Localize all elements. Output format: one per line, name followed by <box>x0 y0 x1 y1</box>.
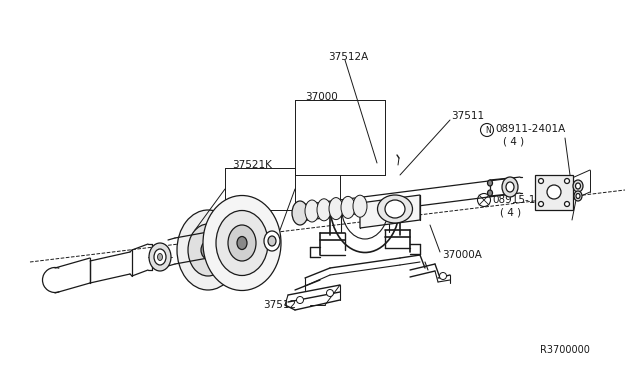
Ellipse shape <box>564 179 570 183</box>
Ellipse shape <box>317 199 331 221</box>
Ellipse shape <box>488 180 493 186</box>
Text: 37521K: 37521K <box>232 160 272 170</box>
Ellipse shape <box>305 200 319 222</box>
Text: ( 4 ): ( 4 ) <box>500 207 521 217</box>
Ellipse shape <box>488 190 493 196</box>
Ellipse shape <box>292 201 308 225</box>
Ellipse shape <box>353 195 367 217</box>
Ellipse shape <box>268 236 276 246</box>
Text: 37512: 37512 <box>263 300 296 310</box>
Polygon shape <box>360 195 420 228</box>
Ellipse shape <box>574 191 582 201</box>
Ellipse shape <box>157 253 163 260</box>
Text: 37000A: 37000A <box>442 250 482 260</box>
Ellipse shape <box>237 237 247 250</box>
Ellipse shape <box>329 198 343 219</box>
Ellipse shape <box>296 296 303 304</box>
Ellipse shape <box>149 243 171 271</box>
Ellipse shape <box>538 202 543 206</box>
Ellipse shape <box>188 224 228 276</box>
Ellipse shape <box>547 185 561 199</box>
Ellipse shape <box>341 196 355 218</box>
Text: 08911-2401A: 08911-2401A <box>495 124 565 134</box>
Ellipse shape <box>575 183 580 189</box>
Ellipse shape <box>216 211 268 276</box>
Text: 08915-1401A: 08915-1401A <box>492 195 563 205</box>
Ellipse shape <box>538 179 543 183</box>
Ellipse shape <box>177 210 239 290</box>
Text: ( 4 ): ( 4 ) <box>503 136 524 146</box>
Ellipse shape <box>326 289 333 296</box>
Text: N: N <box>485 125 491 135</box>
Ellipse shape <box>385 200 405 218</box>
Text: 37512A: 37512A <box>328 52 368 62</box>
Text: 37000: 37000 <box>305 92 338 102</box>
Ellipse shape <box>154 249 166 265</box>
Ellipse shape <box>506 182 514 192</box>
Ellipse shape <box>573 180 583 192</box>
Ellipse shape <box>264 231 280 251</box>
Text: 37511: 37511 <box>451 111 484 121</box>
Ellipse shape <box>378 195 413 223</box>
Ellipse shape <box>576 193 580 199</box>
Ellipse shape <box>203 196 281 291</box>
Text: R3700000: R3700000 <box>540 345 590 355</box>
Ellipse shape <box>201 241 215 259</box>
Ellipse shape <box>502 177 518 197</box>
Ellipse shape <box>564 202 570 206</box>
Polygon shape <box>535 175 573 210</box>
Ellipse shape <box>228 225 256 261</box>
Ellipse shape <box>440 273 447 279</box>
